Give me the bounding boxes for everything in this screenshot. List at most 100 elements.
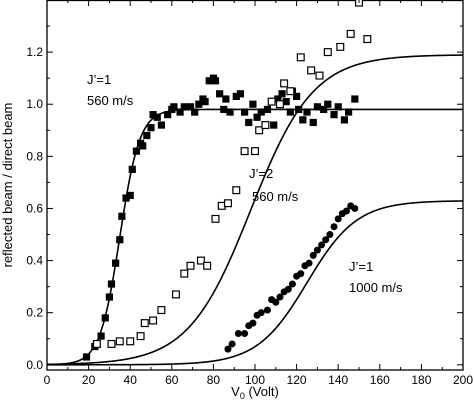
annotation-j1-1000-line2: 1000 m/s (349, 280, 403, 295)
filled-square-marker (211, 77, 220, 85)
open-square-marker (115, 337, 124, 346)
filled-square-marker (345, 108, 353, 116)
filled-square-marker (107, 280, 116, 288)
x-tick-label: 100 (245, 373, 265, 387)
filled-circle-marker (241, 330, 249, 338)
filled-square-marker (351, 95, 359, 103)
filled-square-marker (143, 131, 151, 140)
open-square-marker (267, 97, 276, 106)
y-axis-label: reflected beam / direct beam (0, 103, 15, 268)
annotation-j1-1000: J’=1 1000 m/s (349, 259, 403, 295)
filled-square-marker (153, 113, 161, 121)
x-axis-label: V0 (Volt) (231, 384, 279, 401)
annotation-j1-1000-line1: J’=1 (349, 259, 373, 274)
annotation-j2-560: J’=2 560 m/s (249, 166, 299, 204)
filled-square-marker (176, 108, 184, 116)
filled-circle-marker (288, 280, 296, 288)
data-markers (82, 0, 372, 361)
filled-square-marker (232, 92, 240, 101)
filled-square-marker (157, 121, 165, 129)
fit-curve-1 (46, 108, 463, 366)
filled-circle-marker (334, 215, 342, 223)
filled-square-marker (220, 105, 228, 114)
filled-circle-marker (313, 246, 321, 254)
x-tick-label: 140 (328, 373, 348, 387)
filled-square-marker (170, 103, 178, 111)
filled-square-marker (253, 113, 261, 121)
open-square-marker (211, 214, 220, 223)
filled-circle-marker (326, 231, 334, 239)
filled-square-marker (126, 191, 134, 200)
open-square-marker (315, 71, 324, 80)
filled-square-marker (249, 100, 257, 108)
y-tick-label: 0.4 (26, 254, 43, 268)
filled-square-marker (236, 90, 245, 98)
x-tick-label: 120 (287, 373, 307, 387)
y-tick-label: 1.0 (26, 97, 43, 111)
y-tick-label: 0.6 (26, 201, 43, 215)
filled-square-marker (132, 147, 141, 155)
open-square-marker (126, 337, 135, 346)
fit-curves (46, 54, 464, 366)
filled-circle-marker (257, 309, 265, 317)
open-square-marker (286, 87, 295, 96)
x-axis-label-rest: (Volt) (245, 384, 279, 399)
filled-circle-marker (322, 236, 330, 244)
filled-square-marker (226, 108, 234, 116)
x-axis-label-main: V (231, 384, 240, 399)
open-square-marker (203, 261, 212, 270)
open-square-marker (355, 0, 364, 7)
annotation-j1-560: J’=1 560 m/s (87, 72, 134, 108)
filled-square-marker (313, 103, 321, 111)
open-square-marker (346, 29, 355, 38)
filled-square-marker (118, 212, 126, 220)
open-square-marker (140, 319, 149, 328)
open-square-marker (363, 35, 372, 44)
filled-circle-marker (272, 298, 280, 306)
open-square-marker (186, 261, 195, 270)
filled-square-marker (324, 100, 332, 108)
y-tick-label: 0.8 (26, 149, 43, 163)
filled-square-marker (105, 293, 113, 301)
filled-square-marker (270, 121, 278, 129)
filled-square-marker (245, 118, 253, 127)
x-tick-label: 80 (207, 373, 221, 387)
filled-square-marker (340, 116, 349, 124)
open-square-marker (157, 306, 166, 315)
filled-circle-marker (318, 241, 326, 249)
filled-circle-marker (297, 270, 305, 278)
filled-square-marker (186, 103, 195, 111)
filled-square-marker (164, 111, 172, 119)
filled-circle-marker (249, 319, 257, 327)
filled-square-marker (278, 90, 286, 98)
x-axis-label-subscript: 0 (240, 391, 245, 401)
filled-square-marker (274, 95, 282, 103)
filled-square-marker (191, 108, 199, 116)
filled-square-marker (263, 105, 272, 114)
filled-circle-marker (309, 251, 317, 259)
axis-ticks: 0 20 40 60 80 100 120 140 160 180 200 0.0 0.2 0.4 0.6 0… (26, 0, 473, 387)
filled-square-marker (303, 108, 311, 116)
filled-circle-marker (263, 306, 271, 314)
filled-square-marker (334, 103, 342, 111)
annotation-j2-560-line2: 560 m/s (252, 189, 299, 204)
y-tick-label: 1.2 (26, 45, 43, 59)
open-square-marker (323, 48, 332, 57)
open-square-marker (280, 79, 289, 88)
open-square-marker (296, 53, 305, 62)
filled-square-marker (139, 142, 147, 150)
filled-square-marker (257, 108, 265, 116)
fit-curve-3 (47, 200, 464, 366)
annotation-j2-560-line1: J’=2 (249, 166, 273, 181)
filled-square-marker (299, 116, 307, 124)
open-square-marker (149, 316, 158, 325)
open-square-marker (255, 126, 264, 135)
filled-square-marker (320, 105, 328, 114)
filled-square-marker (82, 353, 91, 361)
x-tick-label: 20 (82, 373, 96, 387)
x-tick-label: 0 (44, 373, 51, 387)
filled-square-marker (295, 105, 303, 114)
open-square-marker (336, 42, 345, 51)
open-square-marker (223, 199, 232, 208)
filled-circle-marker (234, 330, 242, 338)
